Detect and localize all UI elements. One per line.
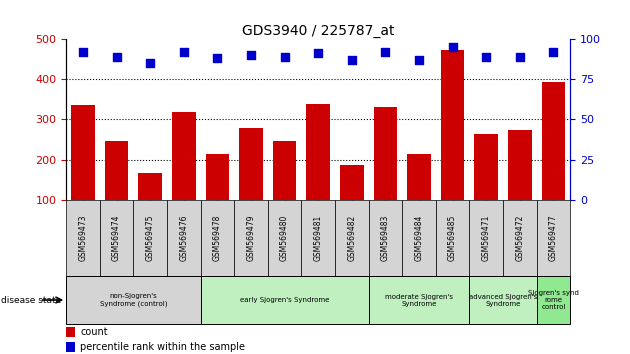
Bar	[469, 200, 503, 276]
Bar	[239, 127, 263, 200]
Bar	[503, 200, 537, 276]
Bar	[268, 200, 301, 276]
Text: Sjogren's synd
rome
control: Sjogren's synd rome control	[528, 290, 579, 310]
Text: GSM569474: GSM569474	[112, 215, 121, 261]
Text: advanced Sjogren's
Syndrome: advanced Sjogren's Syndrome	[469, 293, 537, 307]
Point	[447, 44, 457, 50]
Bar	[205, 154, 229, 200]
Point	[246, 52, 256, 58]
Point	[212, 56, 222, 61]
Text: count: count	[80, 327, 108, 337]
Bar	[369, 200, 402, 276]
Bar	[508, 130, 532, 200]
Bar	[436, 200, 469, 276]
Text: percentile rank within the sample: percentile rank within the sample	[80, 342, 245, 352]
Bar	[537, 200, 570, 276]
Bar	[105, 141, 129, 200]
Bar	[66, 200, 100, 276]
Text: GSM569480: GSM569480	[280, 215, 289, 261]
Bar	[407, 154, 431, 200]
Bar	[469, 276, 537, 324]
Bar	[172, 112, 195, 200]
Bar	[369, 276, 469, 324]
Text: GSM569472: GSM569472	[515, 215, 524, 261]
Bar	[402, 200, 436, 276]
Text: non-Sjogren's
Syndrome (control): non-Sjogren's Syndrome (control)	[100, 293, 167, 307]
Point	[313, 51, 323, 56]
Bar	[301, 200, 335, 276]
Text: GSM569484: GSM569484	[415, 215, 423, 261]
Text: GSM569477: GSM569477	[549, 215, 558, 261]
Text: GSM569482: GSM569482	[347, 215, 356, 261]
Bar	[273, 141, 296, 200]
Bar	[335, 200, 369, 276]
Point	[381, 49, 391, 55]
Bar	[542, 82, 565, 200]
Bar	[167, 200, 200, 276]
Text: GSM569485: GSM569485	[448, 215, 457, 261]
Point	[346, 57, 357, 63]
Point	[414, 57, 424, 63]
Bar	[234, 200, 268, 276]
Bar	[66, 327, 75, 337]
Point	[179, 49, 189, 55]
Point	[548, 49, 558, 55]
Text: early Sjogren's Syndrome: early Sjogren's Syndrome	[240, 297, 329, 303]
Text: GSM569483: GSM569483	[381, 215, 390, 261]
Bar	[66, 276, 200, 324]
Bar	[134, 200, 167, 276]
Point	[481, 54, 491, 59]
Bar	[340, 165, 364, 200]
Bar	[100, 200, 134, 276]
Bar	[139, 173, 162, 200]
Point	[280, 54, 290, 59]
Text: GSM569479: GSM569479	[246, 215, 255, 261]
Text: GSM569476: GSM569476	[180, 215, 188, 261]
Bar	[200, 276, 369, 324]
Bar	[306, 104, 330, 200]
Bar	[374, 107, 397, 200]
Bar	[441, 50, 464, 200]
Text: GSM569481: GSM569481	[314, 215, 323, 261]
Bar	[474, 135, 498, 200]
Title: GDS3940 / 225787_at: GDS3940 / 225787_at	[242, 24, 394, 38]
Bar	[537, 276, 570, 324]
Text: GSM569478: GSM569478	[213, 215, 222, 261]
Bar	[200, 200, 234, 276]
Text: disease state: disease state	[1, 296, 62, 304]
Text: GSM569471: GSM569471	[482, 215, 491, 261]
Point	[515, 54, 525, 59]
Bar	[71, 105, 94, 200]
Text: GSM569475: GSM569475	[146, 215, 154, 261]
Bar	[66, 342, 75, 353]
Point	[112, 54, 122, 59]
Text: moderate Sjogren's
Syndrome: moderate Sjogren's Syndrome	[385, 293, 453, 307]
Text: GSM569473: GSM569473	[79, 215, 88, 261]
Point	[78, 49, 88, 55]
Point	[145, 60, 155, 66]
